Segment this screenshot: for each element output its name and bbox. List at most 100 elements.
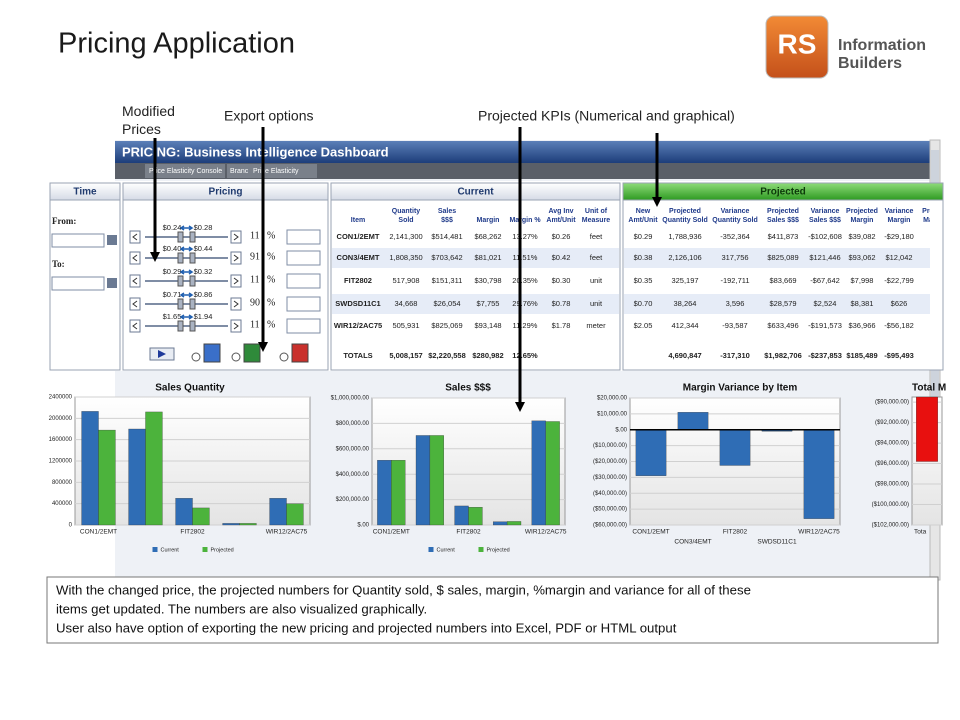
slider-thumb[interactable] <box>189 252 196 264</box>
legend-label: Current <box>437 547 456 553</box>
export-icon[interactable] <box>203 343 221 363</box>
slider-thumb[interactable] <box>177 298 184 310</box>
table-cell: $0.70 <box>634 299 653 308</box>
date-input[interactable] <box>51 233 105 248</box>
y-tick-label: ($90,000.00) <box>875 400 909 406</box>
price-input[interactable] <box>286 250 321 266</box>
column-header: Pro <box>922 208 934 215</box>
price-low: $0.71 <box>163 290 182 299</box>
column-header: Measure <box>582 217 611 224</box>
y-tick-label: $600,000.00 <box>336 446 370 452</box>
table-cell: 11.29% <box>513 321 538 330</box>
table-cell: $633,496 <box>767 321 798 330</box>
increase-button[interactable] <box>230 251 242 265</box>
price-low: $1.65 <box>163 312 182 321</box>
tab[interactable] <box>227 164 317 178</box>
decrease-button[interactable] <box>129 274 141 288</box>
chevron <box>132 300 138 308</box>
percent-sign: % <box>267 319 275 330</box>
table-cell: $0.26 <box>552 232 571 241</box>
tab[interactable] <box>145 164 225 178</box>
x-tick-label: SWDSD11C1 <box>757 539 797 546</box>
column-header: Item <box>351 217 365 224</box>
tab-label: Price Elasticity Console <box>149 168 222 175</box>
export-icon[interactable] <box>291 343 309 363</box>
bar <box>635 429 667 476</box>
increase-button[interactable] <box>230 297 242 311</box>
table-cell: 2,141,300 <box>389 232 422 241</box>
slider-thumb[interactable] <box>189 298 196 310</box>
increase-button[interactable] <box>230 319 242 333</box>
callout-arrowhead <box>258 342 268 352</box>
y-tick-label: 1200000 <box>49 459 73 465</box>
y-tick-label: ($60,000.00) <box>593 523 627 529</box>
slider-thumb[interactable] <box>177 320 184 332</box>
date-input[interactable] <box>51 276 105 291</box>
export-icon[interactable] <box>243 343 261 363</box>
table-cell: 34,668 <box>395 299 418 308</box>
export-radio[interactable] <box>279 352 289 362</box>
x-tick-label: WIR12/2AC75 <box>525 529 567 536</box>
calendar-icon[interactable] <box>107 278 117 288</box>
price-input[interactable] <box>286 273 321 289</box>
export-radio[interactable] <box>231 352 241 362</box>
x-tick-label: FIT2802 <box>180 529 205 536</box>
table-cell: $121,446 <box>809 253 840 262</box>
percent-value: 91 <box>250 251 260 262</box>
table-cell: $8,381 <box>851 299 874 308</box>
table-cell: -192,711 <box>720 276 749 285</box>
calendar-icon[interactable] <box>107 235 117 245</box>
slider-thumb[interactable] <box>189 320 196 332</box>
table-cell: meter <box>586 321 606 330</box>
slider-thumb[interactable] <box>177 252 184 264</box>
table-cell: -93,587 <box>722 321 747 330</box>
bar <box>803 429 835 519</box>
price-input[interactable] <box>286 229 321 245</box>
decrease-button[interactable] <box>129 230 141 244</box>
price-input[interactable] <box>286 318 321 334</box>
table-cell: $7,755 <box>477 299 500 308</box>
y-tick-label: 2000000 <box>49 416 73 422</box>
total-cell: 4,690,847 <box>668 351 701 360</box>
table-cell: $26,054 <box>433 299 460 308</box>
column-header: Quantity Sold <box>712 217 758 224</box>
table-cell: $825,089 <box>767 253 798 262</box>
price-input[interactable] <box>286 296 321 312</box>
table-cell: 1,808,350 <box>389 253 422 262</box>
price-low: $0.29 <box>163 267 182 276</box>
table-cell: $68,262 <box>474 232 501 241</box>
slider-thumb[interactable] <box>177 231 184 243</box>
export-radio[interactable] <box>191 352 201 362</box>
slider-thumb[interactable] <box>177 275 184 287</box>
table-cell: FIT2802 <box>344 276 372 285</box>
bar <box>506 521 522 526</box>
slider-thumb[interactable] <box>189 275 196 287</box>
y-tick-label: 400000 <box>52 501 73 507</box>
table-cell: 325,197 <box>671 276 698 285</box>
decrease-button[interactable] <box>129 297 141 311</box>
column-header: Variance <box>721 208 750 215</box>
y-tick-label: ($100,000.00) <box>872 502 909 508</box>
panel-header <box>622 182 944 201</box>
increase-button[interactable] <box>230 274 242 288</box>
legend-swatch <box>478 547 484 552</box>
total-cell: -$237,853 <box>808 351 842 360</box>
range-arrow <box>179 269 194 275</box>
increase-button[interactable] <box>230 230 242 244</box>
decrease-button[interactable] <box>129 251 141 265</box>
y-tick-label: ($30,000.00) <box>593 475 627 481</box>
decrease-button[interactable] <box>129 319 141 333</box>
y-tick-label: 2400000 <box>49 395 73 401</box>
percent-value: 11 <box>250 230 260 241</box>
table-cell: feet <box>590 232 603 241</box>
y-tick-label: 800000 <box>52 480 73 486</box>
bar <box>531 420 546 526</box>
chart-title: Sales Quantity <box>155 383 225 394</box>
y-tick-label: $800,000.00 <box>336 421 370 427</box>
table-cell: SWDSD11C1 <box>335 299 380 308</box>
bar <box>545 421 560 526</box>
slider-thumb[interactable] <box>189 231 196 243</box>
table-cell: -352,364 <box>720 232 750 241</box>
table-cell: 412,344 <box>671 321 698 330</box>
chevron <box>233 233 239 241</box>
